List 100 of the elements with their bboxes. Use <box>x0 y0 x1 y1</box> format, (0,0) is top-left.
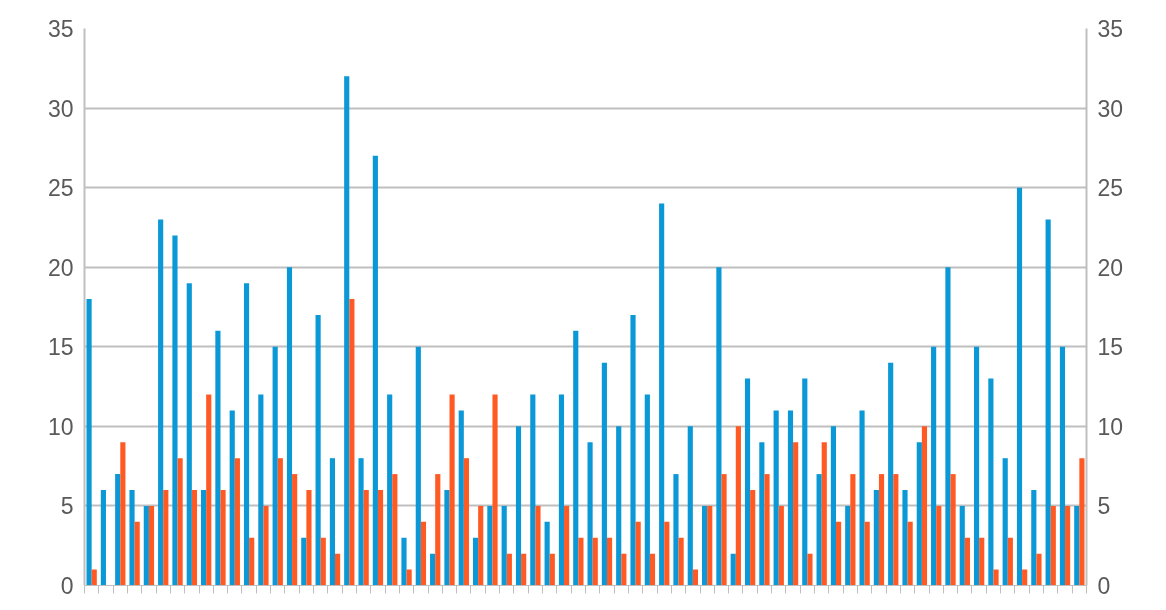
bar <box>945 267 951 586</box>
bar <box>830 426 836 586</box>
bar <box>401 537 407 586</box>
bar <box>163 490 169 586</box>
bar <box>673 474 679 586</box>
bar <box>649 553 656 586</box>
bar <box>148 505 155 586</box>
bar <box>258 394 264 586</box>
y-tick-label: 25 <box>47 175 74 202</box>
bar <box>501 505 507 586</box>
y2-tick-label: 15 <box>1097 334 1124 361</box>
bar <box>263 505 269 586</box>
bar <box>816 474 822 586</box>
bar <box>587 442 593 586</box>
bar <box>864 521 870 586</box>
bar <box>773 410 779 586</box>
bar <box>621 553 627 586</box>
bar <box>1065 505 1071 586</box>
bar <box>936 505 942 586</box>
bar <box>492 394 498 586</box>
bar <box>687 426 693 586</box>
bar <box>315 314 321 586</box>
y2-tick-label: 30 <box>1097 95 1124 122</box>
bar <box>544 521 550 586</box>
bar <box>606 537 613 586</box>
bar <box>478 505 484 586</box>
bar <box>787 410 794 586</box>
bar <box>349 299 355 586</box>
bar <box>1007 537 1013 586</box>
bar <box>692 569 699 586</box>
bar <box>778 505 784 586</box>
bar <box>100 490 106 586</box>
bar <box>415 346 421 586</box>
bar <box>907 521 913 586</box>
bar <box>458 410 464 586</box>
bar <box>435 474 441 586</box>
bar <box>206 394 212 586</box>
bar <box>272 346 278 586</box>
bar <box>292 474 298 586</box>
bar <box>377 490 384 586</box>
y-tick-label: 30 <box>47 95 74 122</box>
y-tick-label: 5 <box>60 493 74 520</box>
bar <box>635 521 641 586</box>
bar <box>172 235 178 586</box>
bar <box>931 346 937 586</box>
bar <box>601 362 607 586</box>
bar <box>793 442 799 586</box>
bar <box>878 474 885 586</box>
bar <box>873 490 879 586</box>
bar <box>243 283 250 586</box>
bar <box>335 553 341 586</box>
bar <box>363 490 369 586</box>
bar <box>134 521 140 586</box>
bar <box>277 458 283 586</box>
bar <box>129 490 135 586</box>
y-tick-label: 35 <box>47 16 74 42</box>
bar <box>1022 569 1028 586</box>
bar <box>215 330 221 586</box>
bar <box>143 505 149 586</box>
bar <box>659 203 665 586</box>
bar <box>521 553 527 586</box>
bar <box>177 458 183 586</box>
bar <box>644 394 650 586</box>
bar <box>744 378 751 586</box>
bar <box>506 553 512 586</box>
bar <box>716 267 722 586</box>
y2-tick-label: 35 <box>1097 16 1124 42</box>
bar <box>406 569 412 586</box>
bar <box>564 505 570 586</box>
bar <box>392 474 398 586</box>
bar <box>592 537 598 586</box>
bar <box>807 553 813 586</box>
bar <box>420 521 427 586</box>
bar <box>902 490 908 586</box>
bar <box>329 458 335 586</box>
bar <box>1036 553 1042 586</box>
bar <box>444 490 450 586</box>
bar <box>859 410 865 586</box>
bar <box>759 442 765 586</box>
bar <box>387 394 393 586</box>
bar <box>964 537 970 586</box>
bar <box>973 346 980 586</box>
bar <box>91 569 97 586</box>
bar <box>320 537 326 586</box>
bar <box>115 474 121 586</box>
bar <box>1045 219 1051 586</box>
y2-tick-label: 20 <box>1097 254 1124 281</box>
bar <box>430 553 436 586</box>
bar <box>472 537 479 586</box>
bar <box>372 155 378 586</box>
bar <box>558 394 565 586</box>
bar <box>186 283 192 586</box>
bar <box>191 490 198 586</box>
bar <box>730 553 736 586</box>
bar <box>721 474 727 586</box>
bar <box>1074 505 1080 586</box>
bar <box>344 76 350 586</box>
y2-tick-label: 5 <box>1097 493 1111 520</box>
bar <box>578 537 584 586</box>
bar <box>1016 187 1023 586</box>
